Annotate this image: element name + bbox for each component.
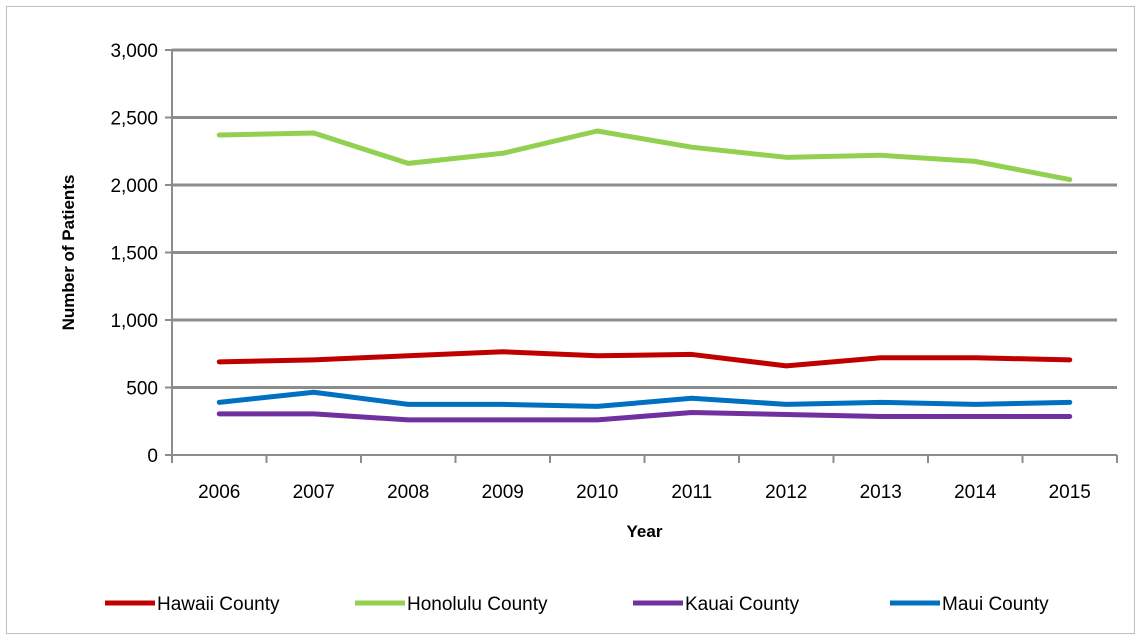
x-tick-label: 2006	[198, 482, 240, 503]
legend-label: Honolulu County	[407, 594, 548, 615]
x-tick-label: 2007	[293, 482, 335, 503]
axes	[165, 49, 1118, 463]
series-line-kauai-county	[216, 409, 1073, 423]
x-tick-label: 2011	[671, 482, 712, 503]
tick-labels: 0 500 1,000 1,500 2,000 2,500 3,000 2006 2007 200…	[110, 41, 1090, 503]
x-tick-label: 2015	[1049, 482, 1091, 503]
y-tick-label: 3,000	[110, 41, 158, 62]
x-tick-label: 2008	[387, 482, 429, 503]
y-tick-label: 0	[147, 446, 158, 467]
y-tick-label: 2,500	[110, 109, 158, 130]
y-tick-label: 2,000	[110, 176, 158, 197]
legend-label: Maui County	[942, 594, 1049, 615]
x-tick-label: 2009	[482, 482, 524, 503]
x-axis-title: Year	[627, 522, 663, 541]
y-tick-label: 1,000	[110, 311, 158, 332]
legend-label: Hawaii County	[157, 594, 280, 615]
series-line-maui-county	[216, 389, 1073, 409]
x-tick-label: 2010	[576, 482, 618, 503]
legend-label: Kauai County	[685, 594, 800, 615]
y-axis-title: Number of Patients	[59, 175, 78, 331]
y-tick-label: 1,500	[110, 244, 158, 265]
y-tick-label: 500	[126, 379, 158, 400]
series-line-hawaii-county	[216, 349, 1073, 369]
series-line-honolulu-county	[216, 128, 1073, 183]
x-tick-label: 2014	[954, 482, 997, 503]
series-lines	[216, 128, 1073, 423]
grid-lines	[172, 48, 1117, 389]
x-tick-label: 2013	[860, 482, 902, 503]
legend: Hawaii County Honolulu County Kauai County…	[105, 594, 1049, 615]
x-tick-label: 2012	[765, 482, 807, 503]
